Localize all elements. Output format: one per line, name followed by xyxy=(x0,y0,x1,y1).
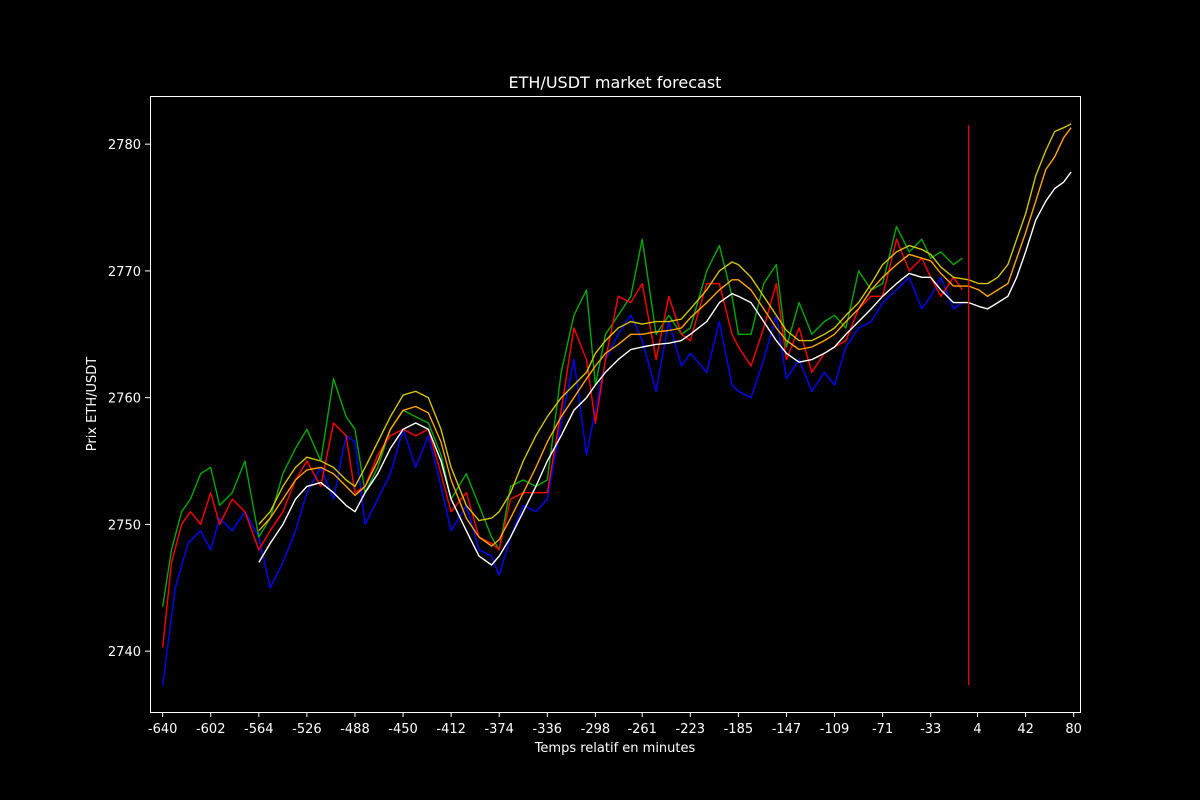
y-tick-label: 2770 xyxy=(108,265,141,280)
x-tick-label: -602 xyxy=(196,722,226,737)
x-tick-label: -261 xyxy=(627,722,657,737)
x-tick-label: -564 xyxy=(244,722,274,737)
series-line-5 xyxy=(258,123,1072,525)
x-tick-label: -336 xyxy=(533,722,563,737)
y-axis-title: Prix ETH/USDT xyxy=(85,357,100,451)
x-tick-label: -640 xyxy=(148,722,178,737)
series-line-3 xyxy=(258,171,1072,566)
x-tick-label: -298 xyxy=(581,722,611,737)
x-tick-label: -109 xyxy=(820,722,850,737)
x-tick-label: 80 xyxy=(1065,722,1082,737)
x-axis: -640 -602 -564 -526 -488 -450 -412 -374 -336 -298… xyxy=(148,712,1082,737)
x-tick-label: -450 xyxy=(388,722,418,737)
y-tick-label: 2780 xyxy=(108,138,141,153)
chart-title: ETH/USDT market forecast xyxy=(509,73,722,92)
x-tick-label: -33 xyxy=(920,722,941,737)
series-line-4 xyxy=(258,127,1072,547)
x-tick-label: -185 xyxy=(724,722,754,737)
x-tick-label: -147 xyxy=(772,722,802,737)
y-tick-label: 2750 xyxy=(108,518,141,533)
x-axis-title: Temps relatif en minutes xyxy=(534,741,696,756)
y-axis: 2740 2750 2760 2770 2780 xyxy=(108,138,150,660)
x-tick-label: 4 xyxy=(973,722,981,737)
x-tick-label: -526 xyxy=(292,722,322,737)
x-tick-label: 42 xyxy=(1017,722,1034,737)
x-tick-label: -412 xyxy=(436,722,466,737)
y-tick-label: 2740 xyxy=(108,645,141,660)
x-tick-label: -488 xyxy=(340,722,370,737)
x-tick-label: -71 xyxy=(872,722,893,737)
x-tick-label: -223 xyxy=(676,722,706,737)
x-tick-label: -374 xyxy=(484,722,514,737)
plot-area xyxy=(162,123,1072,686)
y-tick-label: 2760 xyxy=(108,392,141,407)
plot-frame xyxy=(150,96,1081,713)
series-line-1 xyxy=(162,225,963,607)
